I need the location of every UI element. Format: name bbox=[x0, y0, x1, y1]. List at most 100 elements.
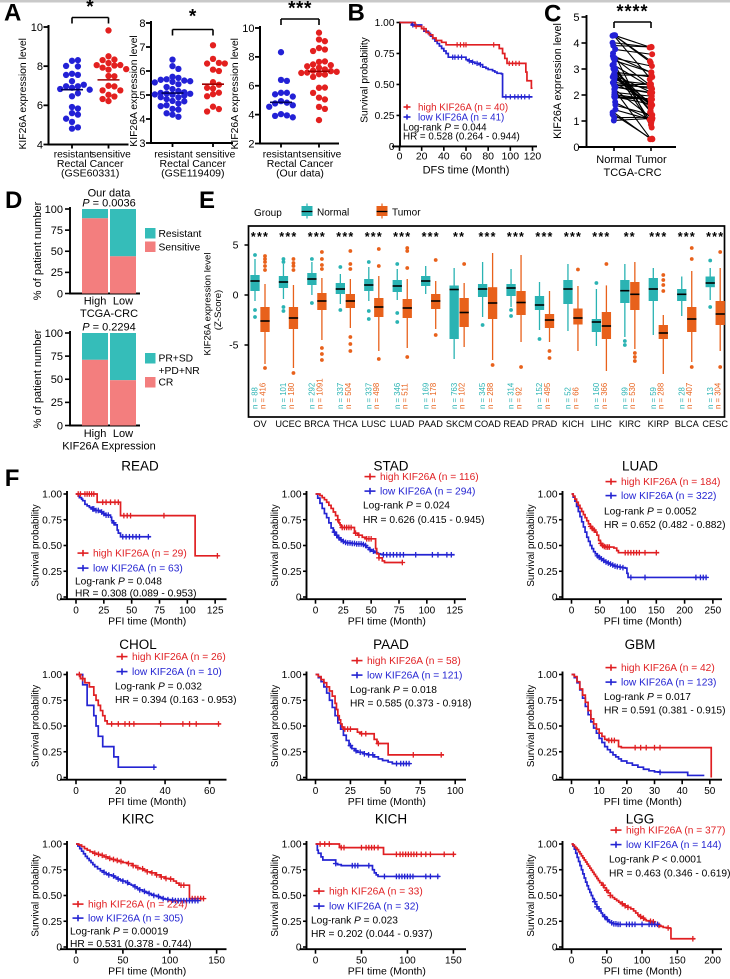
svg-text:KICH: KICH bbox=[562, 419, 584, 429]
svg-text:1.00: 1.00 bbox=[282, 490, 302, 501]
svg-text:Log-rank P = 0.0052: Log-rank P = 0.0052 bbox=[604, 507, 697, 518]
svg-text:low KIF26A (n = 10): low KIF26A (n = 10) bbox=[132, 667, 222, 678]
svg-text:high KIF26A (n = 377): high KIF26A (n = 377) bbox=[626, 826, 725, 837]
svg-text:1.00: 1.00 bbox=[538, 670, 558, 681]
svg-text:D: D bbox=[5, 187, 22, 214]
svg-text:***: *** bbox=[478, 230, 496, 244]
svg-text:50: 50 bbox=[380, 786, 392, 797]
svg-text:Low: Low bbox=[113, 296, 133, 308]
svg-text:BLCA: BLCA bbox=[675, 419, 700, 429]
svg-text:4: 4 bbox=[248, 109, 254, 121]
svg-text:P = 0.0036: P = 0.0036 bbox=[82, 198, 136, 210]
svg-text:PFI time (Month): PFI time (Month) bbox=[108, 616, 186, 628]
svg-text:0: 0 bbox=[569, 786, 575, 797]
svg-text:THCA: THCA bbox=[333, 419, 359, 429]
svg-text:150: 150 bbox=[648, 606, 665, 617]
svg-text:0.75: 0.75 bbox=[538, 696, 558, 707]
svg-text:100: 100 bbox=[399, 956, 416, 967]
svg-text:100: 100 bbox=[447, 786, 464, 797]
svg-text:low KIF26A (n = 41): low KIF26A (n = 41) bbox=[418, 113, 504, 124]
svg-text:PFI time (Month): PFI time (Month) bbox=[348, 966, 426, 978]
svg-text:3: 3 bbox=[139, 138, 145, 150]
svg-text:***: *** bbox=[592, 230, 610, 244]
svg-text:0: 0 bbox=[573, 142, 579, 154]
svg-text:***: *** bbox=[336, 230, 354, 244]
svg-text:UCEC: UCEC bbox=[275, 419, 301, 429]
svg-text:Survival probability: Survival probability bbox=[270, 854, 281, 936]
svg-text:150: 150 bbox=[208, 956, 225, 967]
svg-text:0: 0 bbox=[296, 593, 302, 604]
svg-text:low KIF26A (n = 294): low KIF26A (n = 294) bbox=[380, 487, 475, 498]
svg-text:(Our data): (Our data) bbox=[276, 168, 324, 180]
svg-text:n = 292: n = 292 bbox=[308, 383, 317, 409]
svg-text:PFI time (Month): PFI time (Month) bbox=[604, 616, 682, 628]
svg-text:0.25: 0.25 bbox=[42, 567, 62, 578]
svg-text:125: 125 bbox=[446, 606, 463, 617]
svg-text:Log-rank P = 0.023: Log-rank P = 0.023 bbox=[311, 916, 398, 927]
svg-text:200: 200 bbox=[676, 606, 693, 617]
svg-text:*: * bbox=[189, 7, 197, 28]
svg-text:Normal: Normal bbox=[317, 208, 349, 219]
svg-text:PRAD: PRAD bbox=[532, 419, 558, 429]
svg-text:n = 288: n = 288 bbox=[486, 383, 495, 409]
svg-text:0: 0 bbox=[313, 606, 319, 617]
svg-text:n = 66: n = 66 bbox=[571, 387, 580, 409]
svg-text:high KIF26A (n = 184): high KIF26A (n = 184) bbox=[621, 477, 720, 488]
svg-text:0.50: 0.50 bbox=[538, 541, 558, 552]
svg-text:KIF26A Expression: KIF26A Expression bbox=[62, 441, 156, 453]
svg-text:n = 345: n = 345 bbox=[478, 382, 487, 409]
svg-text:50: 50 bbox=[51, 374, 63, 386]
svg-text:n = 346: n = 346 bbox=[393, 383, 402, 409]
svg-text:0.25: 0.25 bbox=[375, 111, 395, 122]
svg-text:F: F bbox=[5, 465, 20, 492]
svg-text:75: 75 bbox=[154, 606, 166, 617]
svg-text:75: 75 bbox=[415, 786, 427, 797]
svg-text:4: 4 bbox=[139, 114, 145, 126]
svg-text:0.75: 0.75 bbox=[538, 865, 558, 876]
svg-text:BRCA: BRCA bbox=[304, 419, 330, 429]
svg-text:n = 28: n = 28 bbox=[677, 387, 686, 409]
svg-text:Survival probability: Survival probability bbox=[31, 685, 42, 767]
svg-text:PAAD: PAAD bbox=[373, 637, 409, 652]
svg-text:CR: CR bbox=[159, 378, 174, 389]
svg-text:+PD+NR: +PD+NR bbox=[159, 366, 200, 377]
svg-text:10: 10 bbox=[31, 22, 43, 34]
svg-text:1.00: 1.00 bbox=[538, 490, 558, 501]
svg-text:n = 304: n = 304 bbox=[714, 382, 723, 409]
svg-text:n = 180: n = 180 bbox=[287, 382, 296, 409]
svg-text:0.50: 0.50 bbox=[282, 891, 302, 902]
svg-text:0.25: 0.25 bbox=[538, 567, 558, 578]
svg-text:****: **** bbox=[616, 2, 648, 22]
svg-text:n = 59: n = 59 bbox=[649, 387, 658, 409]
svg-text:0.50: 0.50 bbox=[42, 722, 62, 733]
svg-text:0: 0 bbox=[552, 943, 558, 954]
svg-text:20: 20 bbox=[416, 151, 428, 163]
svg-text:Resistant: Resistant bbox=[159, 229, 202, 240]
svg-text:1.00: 1.00 bbox=[538, 840, 558, 851]
svg-text:Normal: Normal bbox=[596, 154, 631, 166]
svg-text:75: 75 bbox=[51, 225, 63, 237]
svg-text:COAD: COAD bbox=[474, 419, 501, 429]
svg-text:**: ** bbox=[624, 230, 636, 244]
svg-text:1.00: 1.00 bbox=[42, 670, 62, 681]
svg-text:n = 92: n = 92 bbox=[514, 387, 523, 409]
svg-text:% of patient number: % of patient number bbox=[32, 201, 44, 300]
svg-text:HR = 0.463 (0.346 - 0.619): HR = 0.463 (0.346 - 0.619) bbox=[609, 869, 730, 880]
svg-text:0.25: 0.25 bbox=[538, 917, 558, 928]
svg-text:HR = 0.202 (0.044 - 0.937): HR = 0.202 (0.044 - 0.937) bbox=[311, 929, 432, 940]
svg-text:50: 50 bbox=[126, 606, 138, 617]
svg-text:20: 20 bbox=[115, 786, 127, 797]
svg-text:low KIF26A (n = 144): low KIF26A (n = 144) bbox=[626, 840, 721, 851]
svg-text:Our data: Our data bbox=[88, 188, 132, 200]
svg-text:0: 0 bbox=[56, 593, 62, 604]
svg-text:100: 100 bbox=[418, 606, 435, 617]
svg-text:***: *** bbox=[564, 230, 582, 244]
svg-text:HR = 0.652 (0.482 - 0.882): HR = 0.652 (0.482 - 0.882) bbox=[604, 520, 725, 531]
svg-text:(GSE119409): (GSE119409) bbox=[161, 168, 224, 180]
svg-text:HR = 0.585 (0.373 - 0.918): HR = 0.585 (0.373 - 0.918) bbox=[350, 699, 471, 710]
svg-text:40: 40 bbox=[677, 786, 689, 797]
svg-text:High: High bbox=[84, 296, 107, 308]
svg-text:50: 50 bbox=[51, 246, 63, 258]
svg-text:120: 120 bbox=[524, 151, 542, 163]
svg-text:Rectal Cancer: Rectal Cancer bbox=[267, 158, 334, 170]
